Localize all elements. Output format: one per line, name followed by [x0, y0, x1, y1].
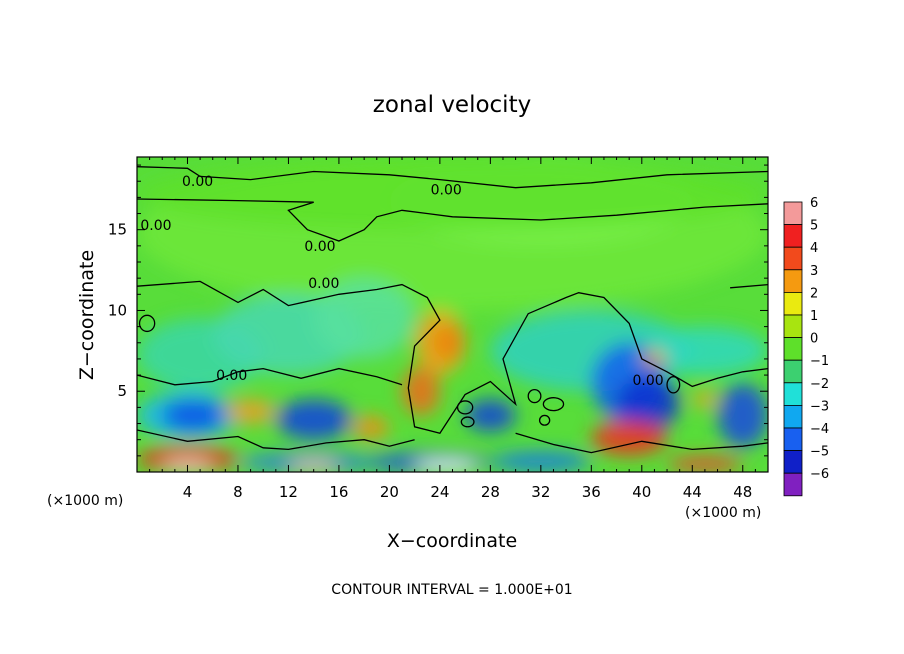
colorbar: 6 5 4 3 2 1 0 −1 −2 −3 −4 −5 −6 — [783, 196, 829, 497]
x-axis-label: X−coordinate — [387, 530, 517, 552]
colorbar-swatch — [783, 472, 803, 497]
field-patch — [351, 415, 390, 440]
contour-label: 0.00 — [182, 174, 213, 190]
field-patch — [641, 350, 668, 367]
colorbar-label: 3 — [810, 264, 818, 279]
contour-line — [137, 429, 415, 451]
contour-labels: 0.00 0.00 0.00 0.00 0.00 0.00 0.00 — [140, 174, 663, 389]
contour-loop — [542, 397, 565, 412]
x-tick-label: 4 — [183, 483, 193, 501]
contour-label: 0.00 — [308, 276, 339, 292]
colorbar-label: −1 — [810, 354, 829, 369]
field-patch — [288, 459, 339, 472]
field-patch — [275, 399, 352, 440]
x-tick-label: 40 — [632, 483, 651, 501]
x-tick-label: 32 — [531, 483, 550, 501]
colorbar-swatch — [783, 382, 803, 406]
colorbar-label: 1 — [810, 309, 818, 324]
chart-title: zonal velocity — [373, 92, 531, 118]
colorbar-label: 6 — [810, 196, 818, 211]
colorbar-swatch — [783, 201, 803, 226]
contour-interval-note: CONTOUR INTERVAL = 1.000E+01 — [331, 582, 572, 598]
colorbar-label: −4 — [810, 422, 829, 437]
colorbar-label: 0 — [810, 332, 818, 347]
contour-loop — [666, 376, 681, 394]
field-patch — [225, 399, 276, 424]
field-patch — [402, 367, 440, 416]
field-patch — [162, 399, 226, 432]
field-patch — [641, 326, 768, 376]
x-unit-right: (×1000 m) — [685, 505, 761, 521]
field-patch — [591, 420, 668, 456]
colorbar-label: −6 — [810, 467, 829, 482]
colorbar-swatch — [783, 246, 803, 271]
x-tick-label: 20 — [380, 483, 399, 501]
colorbar-label: 2 — [810, 286, 818, 301]
colorbar-swatch — [783, 359, 803, 384]
colorbar-label: 5 — [810, 219, 818, 234]
colorbar-swatch — [783, 404, 803, 429]
colorbar-swatch — [783, 269, 803, 293]
field-patch — [616, 375, 680, 432]
contour-label: 0.00 — [633, 373, 664, 389]
y-tick-label: 5 — [117, 382, 127, 400]
colorbar-swatch — [783, 224, 803, 248]
colorbar-swatch — [783, 314, 803, 339]
contour-line — [137, 367, 403, 386]
x-tick-label: 36 — [582, 483, 601, 501]
x-tick-label: 12 — [279, 483, 298, 501]
y-axis-label: Z−coordinate — [76, 250, 98, 380]
x-tick-label: 24 — [430, 483, 449, 501]
x-tick-label: 44 — [683, 483, 702, 501]
contour-loop — [138, 314, 156, 333]
contour-label: 0.00 — [431, 182, 462, 198]
colorbar-label: 4 — [810, 241, 818, 256]
velocity-field — [137, 157, 768, 472]
field-patch — [717, 383, 768, 448]
field-patch — [667, 455, 743, 472]
contour-line — [730, 283, 768, 289]
colorbar-label: −5 — [810, 445, 829, 460]
contour-line — [137, 198, 768, 242]
colorbar-swatch — [783, 427, 803, 452]
colorbar-swatch — [783, 337, 803, 361]
contour-loop — [538, 414, 551, 426]
contour-loop — [460, 416, 475, 428]
contour-line — [137, 166, 768, 189]
contour-label: 0.00 — [140, 218, 171, 234]
contour-label: 0.00 — [304, 239, 335, 255]
contour-line — [515, 432, 768, 454]
contour-loop — [527, 388, 542, 404]
zero-contours — [137, 166, 768, 454]
plot-area — [137, 157, 768, 472]
colorbar-swatch — [783, 450, 803, 474]
field-patch — [490, 451, 592, 472]
x-tick-label: 48 — [733, 483, 752, 501]
y-tick-label: 10 — [108, 301, 127, 319]
field-patch — [433, 326, 466, 359]
contour-label: 0.00 — [216, 368, 247, 384]
field-patch — [692, 391, 718, 408]
contour-loop — [456, 400, 474, 415]
colorbar-label: −3 — [810, 399, 829, 414]
contour-line — [137, 280, 768, 434]
colorbar-swatch — [783, 291, 803, 316]
x-tick-label: 16 — [329, 483, 348, 501]
x-axis: 4 8 12 16 20 24 28 32 36 40 44 48 — [149, 157, 756, 501]
x-tick-label: 8 — [233, 483, 243, 501]
x-unit-left: (×1000 m) — [47, 493, 123, 509]
colorbar-label: −2 — [810, 377, 829, 392]
y-tick-label: 15 — [108, 221, 127, 239]
field-patch — [465, 399, 516, 432]
field-patch — [414, 459, 478, 472]
field-patch — [313, 278, 415, 359]
y-axis: 5 10 15 — [108, 164, 768, 457]
x-tick-label: 28 — [481, 483, 500, 501]
field-patch — [137, 157, 768, 230]
